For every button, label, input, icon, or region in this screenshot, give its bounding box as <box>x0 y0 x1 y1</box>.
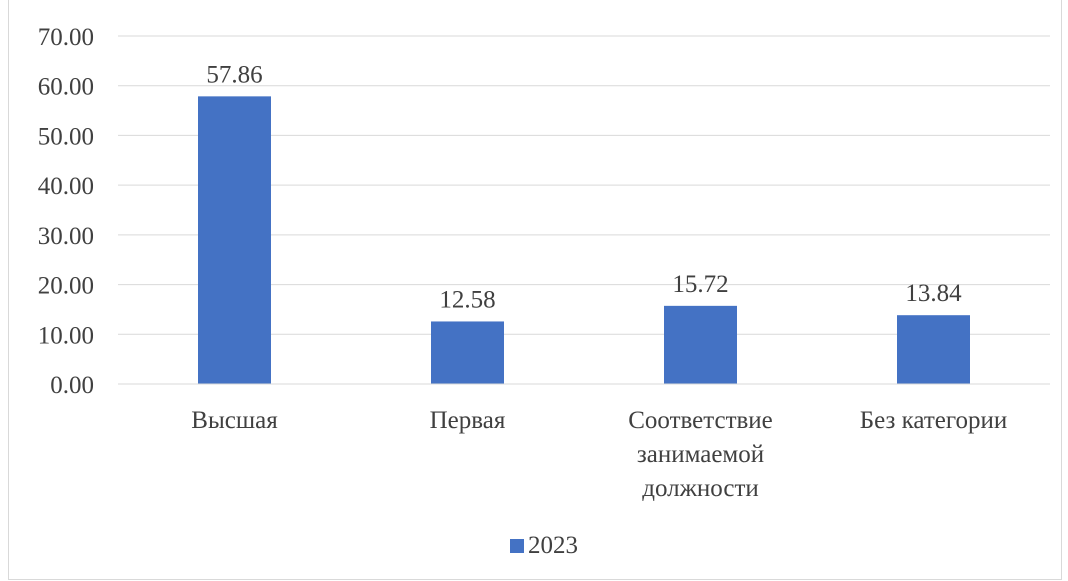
data-label: 13.84 <box>905 280 962 307</box>
data-label: 57.86 <box>206 61 262 88</box>
category-label: Без категории <box>860 407 1008 434</box>
data-label: 12.58 <box>439 286 495 313</box>
category-label: занимаемой <box>637 441 764 468</box>
bar <box>664 305 737 384</box>
category-label: Высшая <box>191 407 278 434</box>
y-tick-label: 20.00 <box>38 273 94 300</box>
bar <box>431 321 504 384</box>
category-label: должности <box>642 475 759 502</box>
data-label: 15.72 <box>672 271 728 298</box>
legend-swatch-2023 <box>510 539 524 553</box>
y-tick-label: 60.00 <box>38 74 94 101</box>
y-tick-label: 0.00 <box>50 372 94 399</box>
y-tick-label: 40.00 <box>38 173 94 200</box>
bar <box>198 96 271 384</box>
y-tick-label: 70.00 <box>38 24 94 51</box>
bar <box>897 315 970 384</box>
y-tick-label: 50.00 <box>38 123 94 150</box>
category-label: Первая <box>430 407 506 434</box>
y-tick-label: 10.00 <box>38 322 94 349</box>
chart-frame <box>8 0 1062 580</box>
y-tick-label: 30.00 <box>38 223 94 250</box>
legend-label: 2023 <box>528 532 578 559</box>
legend: 2023 <box>510 531 578 561</box>
category-label: Соответствие <box>628 407 773 434</box>
